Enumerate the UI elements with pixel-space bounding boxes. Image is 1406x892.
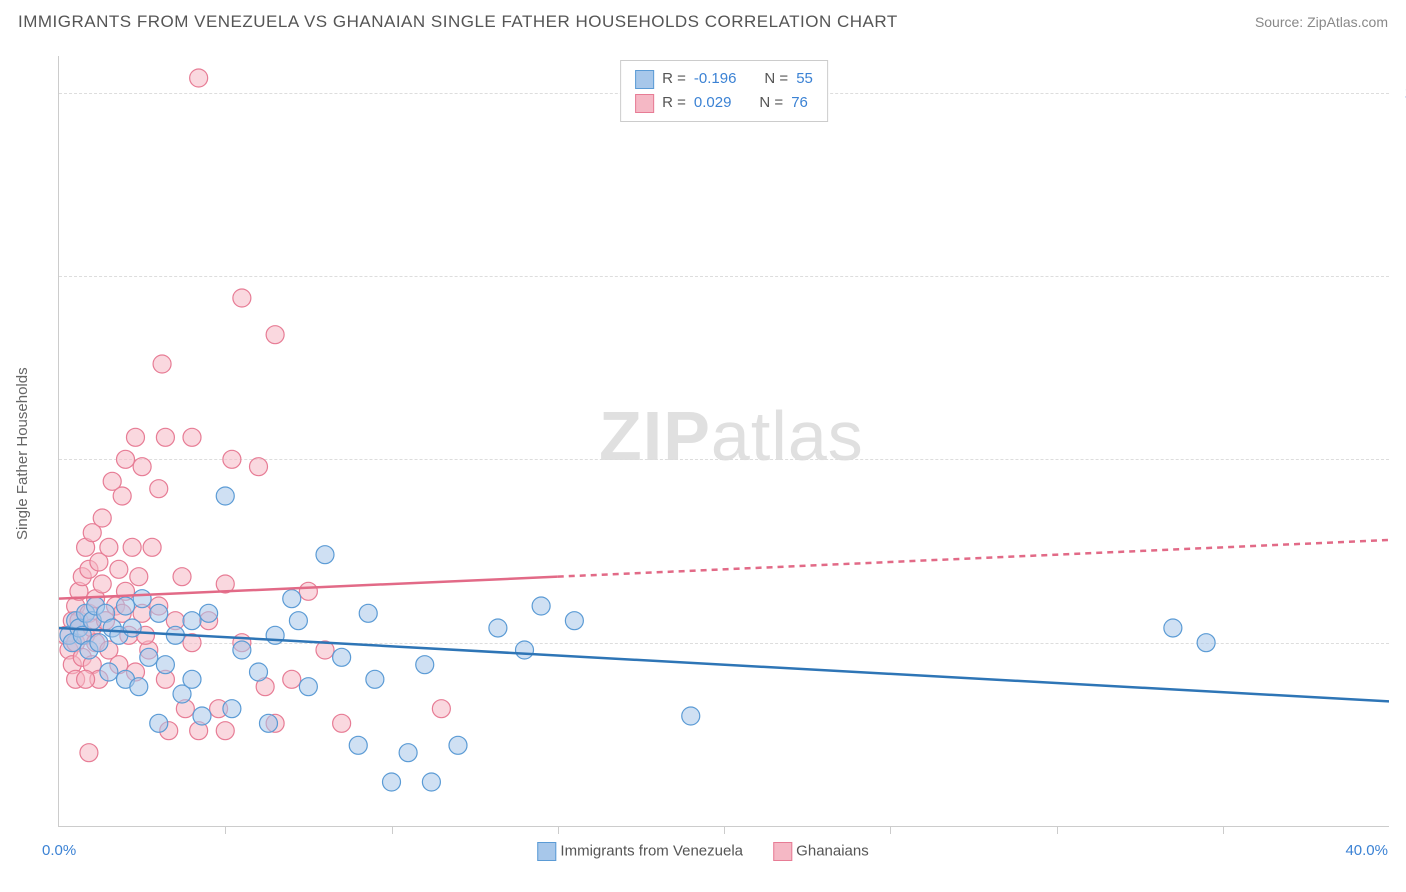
chart-title: IMMIGRANTS FROM VENEZUELA VS GHANAIAN SI… bbox=[18, 12, 898, 32]
y-tick-label: 5.0% bbox=[1397, 451, 1406, 468]
legend-label-1: Immigrants from Venezuela bbox=[560, 842, 743, 859]
legend-label-2: Ghanaians bbox=[796, 842, 869, 859]
r-value-2: 0.029 bbox=[694, 91, 732, 115]
r-label-1: R = bbox=[662, 67, 686, 91]
plot-area: ZIPatlas 2.5%5.0%7.5%10.0% R = -0.196 N … bbox=[58, 56, 1389, 827]
r-label-2: R = bbox=[662, 91, 686, 115]
legend-item-1: Immigrants from Venezuela bbox=[537, 842, 743, 861]
source-label: Source: ZipAtlas.com bbox=[1255, 14, 1388, 30]
y-axis-label: Single Father Households bbox=[14, 367, 31, 540]
watermark-bold: ZIP bbox=[599, 397, 711, 475]
legend-series: Immigrants from Venezuela Ghanaians bbox=[537, 842, 868, 861]
watermark: ZIPatlas bbox=[599, 396, 864, 476]
swatch-series2-icon bbox=[635, 94, 654, 113]
n-value-2: 76 bbox=[791, 91, 808, 115]
x-max-label: 40.0% bbox=[1345, 842, 1388, 859]
legend-stats-row-1: R = -0.196 N = 55 bbox=[635, 67, 813, 91]
y-tick-label: 7.5% bbox=[1397, 268, 1406, 285]
header: IMMIGRANTS FROM VENEZUELA VS GHANAIAN SI… bbox=[18, 12, 1388, 32]
watermark-light: atlas bbox=[711, 397, 864, 475]
swatch-series1-icon bbox=[635, 70, 654, 89]
y-tick-label: 10.0% bbox=[1397, 84, 1406, 101]
legend-stats-row-2: R = 0.029 N = 76 bbox=[635, 91, 813, 115]
swatch-series1b-icon bbox=[537, 842, 556, 861]
r-value-1: -0.196 bbox=[694, 67, 737, 91]
n-value-1: 55 bbox=[796, 67, 813, 91]
n-label-1: N = bbox=[764, 67, 788, 91]
chart-container: IMMIGRANTS FROM VENEZUELA VS GHANAIAN SI… bbox=[0, 0, 1406, 892]
y-tick-label: 2.5% bbox=[1397, 634, 1406, 651]
swatch-series2b-icon bbox=[773, 842, 792, 861]
legend-item-2: Ghanaians bbox=[773, 842, 869, 861]
n-label-2: N = bbox=[759, 91, 783, 115]
chart-svg bbox=[59, 56, 1389, 826]
x-min-label: 0.0% bbox=[42, 842, 76, 859]
legend-stats: R = -0.196 N = 55 R = 0.029 N = 76 bbox=[620, 60, 828, 122]
